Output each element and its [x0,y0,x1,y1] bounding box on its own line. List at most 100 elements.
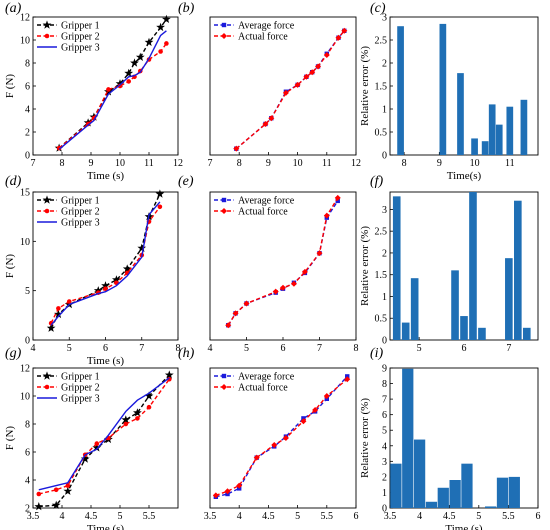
panel-3: (c) 8 9 10 11 0 0.5 1 1.5 2 2.5 3 Time(s) Relative er… [359,1,539,182]
data-point [137,243,147,252]
y-tick-label: 6 [382,410,387,421]
legend-label: Gripper 2 [61,383,100,394]
legend-label: Gripper 1 [61,21,100,32]
bar [478,327,486,340]
legend-marker [221,208,227,214]
bar [410,278,419,340]
y-tick-label: 4 [382,441,387,452]
x-tick-label: 4 [208,343,213,354]
bar [520,99,528,155]
x-tick-label: 11 [322,158,332,169]
x-tick-label: 5.5 [502,511,515,522]
x-tick-label: 9 [89,158,94,169]
x-tick-label: 4 [417,511,422,522]
data-point [303,73,310,80]
series-line [50,206,161,324]
series-line [215,378,348,497]
series-line [50,201,161,326]
panel-7: (g) 3.5 4 4.5 5 5.5 2 4 6 8 10 12 Time (s) F (N) Gripp… [4,346,179,530]
data-point [36,491,42,497]
x-tick-label: 7 [31,158,36,169]
x-tick-label: 5.5 [321,511,334,522]
x-tick-label: 7 [139,343,144,354]
y-tick-label: 0 [382,336,387,347]
bar [390,463,402,508]
bar [506,106,514,155]
y-tick-label: 4 [25,476,30,487]
bar [514,200,522,340]
series-line [38,377,170,491]
data-point [101,281,110,290]
x-tick-label: 4 [237,511,242,522]
y-tick-label: 1 [382,105,387,116]
x-axis-title: Time (s) [87,170,125,182]
y-tick-label: 2 [25,128,30,139]
data-point [54,309,63,319]
y-axis-title: Relative error (%) [359,398,371,478]
x-tick-label: 3.5 [27,511,40,522]
x-tick-label: 6 [536,511,541,522]
y-tick-label: 0 [25,336,30,347]
x-tick-label: 5.5 [143,511,156,522]
series-line [227,200,339,326]
legend-marker [42,195,52,204]
data-point [233,145,240,152]
y-tick-label: 2 [382,59,387,70]
data-point [34,502,44,511]
bar [496,477,509,508]
x-tick-label: 8 [354,343,359,354]
legend-label: Gripper 3 [61,218,100,229]
data-point [212,492,219,499]
legend-marker [221,373,227,379]
panel-label: (h) [178,346,195,361]
x-tick-label: 10 [115,158,125,169]
data-point [294,81,301,88]
y-tick-label: 2 [382,248,387,259]
data-point [112,275,121,284]
plot-frame [32,191,179,341]
data-point [121,415,131,424]
y-tick-label: 1.5 [375,270,388,281]
series-line [235,30,345,150]
x-tick-label: 8 [402,158,407,169]
bar [522,327,531,340]
y-tick-label: 4 [25,105,30,116]
legend-marker [221,384,227,390]
plot-frame [209,367,357,509]
y-tick-label: 5 [382,426,387,437]
bar [508,476,520,508]
data-point [92,443,102,452]
panel-label: (f) [370,174,384,189]
data-point [93,286,103,295]
panel-label: (e) [178,174,194,189]
bar [449,480,461,508]
bar [505,258,513,340]
legend-marker [221,22,227,28]
legend-marker [44,208,50,214]
data-point [323,393,330,399]
data-point [53,487,59,493]
x-tick-label: 5 [476,511,481,522]
legend-label: Actual force [238,383,288,394]
y-tick-label: 0.5 [375,128,388,139]
data-point [103,286,108,291]
y-tick-label: 8 [25,420,30,431]
bar [481,141,489,155]
y-tick-label: 1 [382,292,387,303]
series-line [58,30,167,150]
y-tick-label: 6 [25,448,30,459]
legend-marker [44,384,50,390]
x-tick-label: 11 [505,158,515,169]
data-point [309,69,316,76]
x-axis-title: Time (s) [445,523,483,530]
data-point [133,408,142,417]
x-tick-label: 10 [293,158,303,169]
data-point [156,22,165,32]
data-point [66,299,72,304]
x-tick-label: 6 [281,343,286,354]
data-point [157,204,163,210]
legend-label: Gripper 3 [61,394,100,405]
